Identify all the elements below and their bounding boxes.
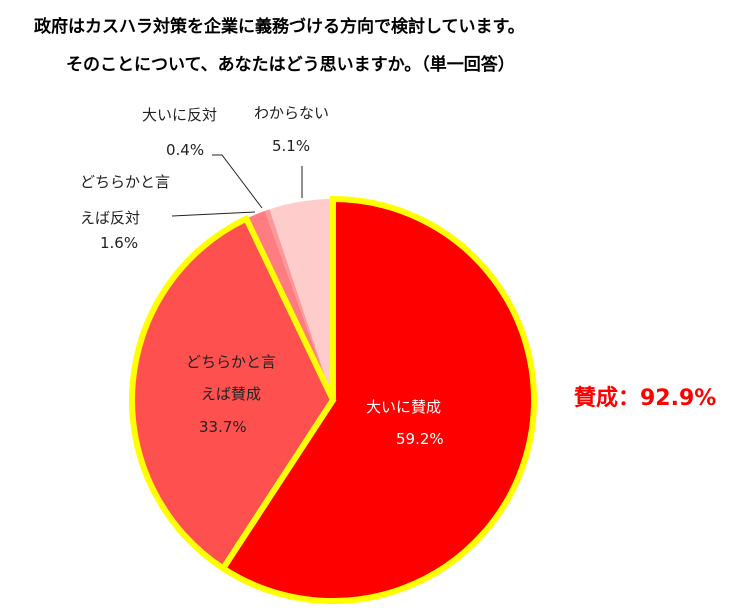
- label-oini-hantai: 大いに反対: [142, 106, 218, 124]
- value-oini-hantai: 0.4%: [166, 141, 205, 159]
- value-dochira-sansei: 33.7%: [199, 418, 247, 436]
- label-wakaranai: わからない: [254, 104, 330, 122]
- label-dochira-sansei: どちらかと言えば賛成: [176, 346, 286, 410]
- leader-line-oini-hantai: [212, 154, 263, 209]
- chart-title-line2: そのことについて、あなたはどう思いますか。（単一回答）: [66, 55, 515, 75]
- label-dochira-hantai: どちらかと言えば反対: [80, 173, 171, 227]
- chart-title-line1: 政府はカスハラ対策を企業に義務づける方向で検討しています。: [34, 17, 525, 37]
- value-dochira-hantai: 1.6%: [100, 234, 139, 252]
- leader-line-dochira-hantai: [171, 211, 256, 217]
- pie-slice-1: [131, 218, 333, 569]
- pie-slice-4: [269, 199, 333, 400]
- label-dochira-sansei-text: どちらかと言えば賛成: [186, 353, 277, 403]
- value-wakaranai: 5.1%: [272, 137, 311, 155]
- sansei-total-annotation: 賛成：92.9%: [574, 386, 717, 411]
- highlight-outline-1: [129, 214, 337, 573]
- pie-slice-0: [223, 199, 534, 601]
- label-oini-sansei: 大いに賛成: [366, 398, 442, 416]
- pie-slice-3: [264, 209, 333, 400]
- highlight-outline-0: [219, 195, 537, 604]
- value-oini-sansei: 59.2%: [396, 430, 444, 448]
